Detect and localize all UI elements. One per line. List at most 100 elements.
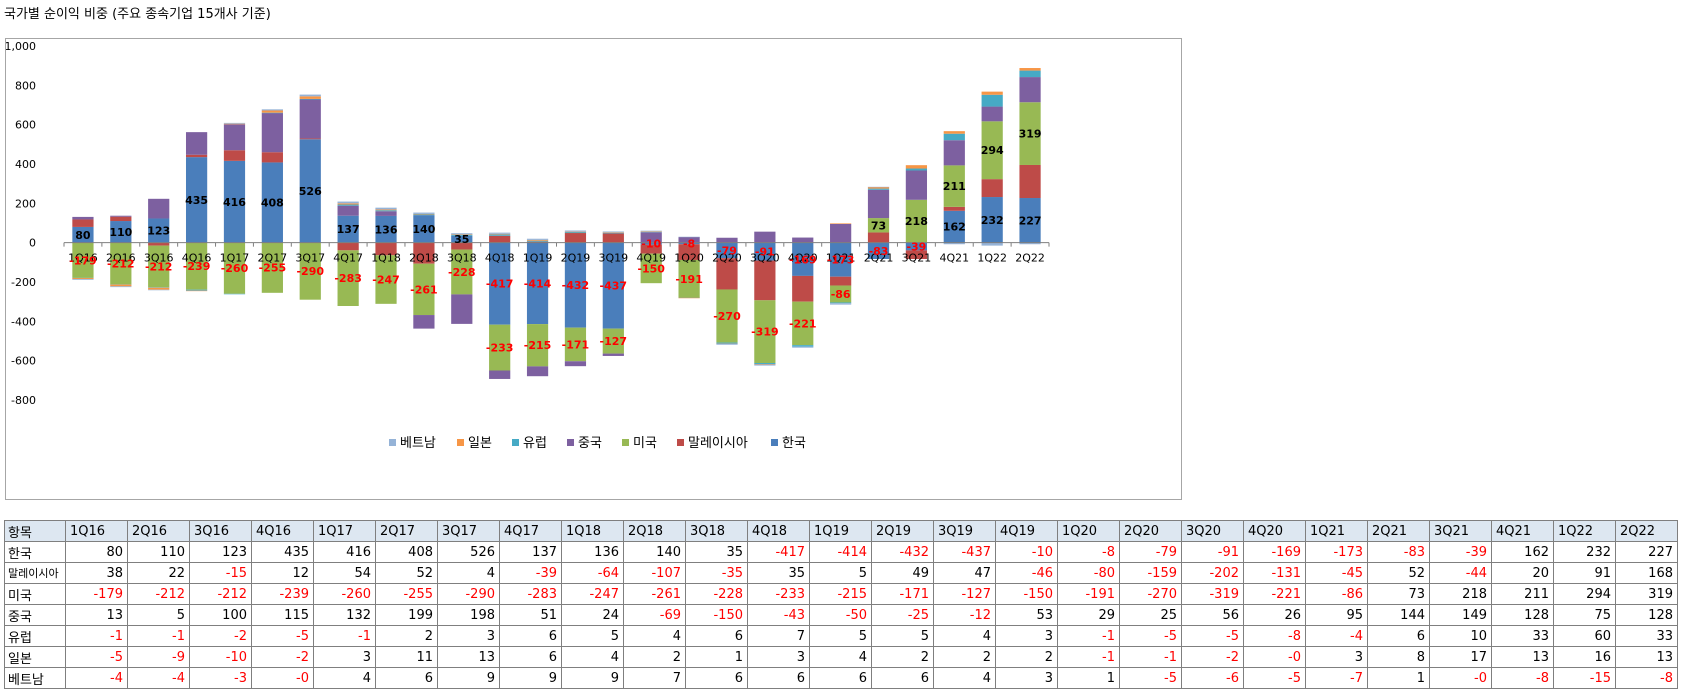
bar-미국-2Q20 xyxy=(716,289,738,343)
table-cell: 11 xyxy=(375,646,438,668)
bar-한국-4Q21 xyxy=(943,210,965,243)
table-cell: 435 xyxy=(251,541,314,563)
bar-중국-3Q20 xyxy=(754,231,776,243)
bar-일본-2Q17 xyxy=(261,110,283,113)
bar-유럽-2Q21 xyxy=(867,188,890,190)
data-label-한국: -39 xyxy=(906,241,926,254)
table-cell: -215 xyxy=(809,583,872,605)
table-cell: -4 xyxy=(127,667,190,689)
bar-일본-1Q17 xyxy=(223,123,246,125)
table-cell: 13 xyxy=(1615,646,1678,668)
table-cell: -179 xyxy=(65,583,128,605)
table-cell: -8 xyxy=(1615,667,1678,689)
table-cell: 49 xyxy=(871,562,934,584)
bar-미국-4Q16 xyxy=(185,242,208,290)
bar-유럽-3Q21 xyxy=(905,168,928,171)
table-cell: 149 xyxy=(1429,604,1492,626)
table-row: 미국 -179 -212 -212 -239 -260 -255 -290 -283 -247 -2… xyxy=(4,583,1678,605)
y-tick-label: 1,000 xyxy=(6,40,36,53)
bar-유럽-1Q22 xyxy=(981,94,1003,107)
x-tick-label: 1Q21 xyxy=(826,252,856,265)
table-cell: -432 xyxy=(871,541,934,563)
table-cell: 6 xyxy=(685,667,748,689)
table-cell: -173 xyxy=(1305,541,1368,563)
table-cell: -150 xyxy=(685,604,748,626)
bar-미국-3Q20 xyxy=(754,300,776,364)
bar-일본-3Q19 xyxy=(602,232,624,233)
bar-말레이시아-2Q18 xyxy=(413,242,435,264)
table-cell: 144 xyxy=(1367,604,1430,626)
table-cell: -39 xyxy=(499,562,562,584)
table-row-label: 베트남 xyxy=(4,667,66,689)
bar-유럽-4Q18 xyxy=(489,234,511,236)
bar-미국-4Q19 xyxy=(640,253,662,284)
table-cell: 7 xyxy=(623,667,686,689)
bar-말레이시아-1Q16 xyxy=(72,219,94,227)
table-cell: -39 xyxy=(1429,541,1492,563)
table-cell: -191 xyxy=(1057,583,1120,605)
bar-일본-1Q21 xyxy=(830,223,852,224)
table-cell: -43 xyxy=(747,604,810,626)
x-tick-label: 4Q20 xyxy=(788,252,818,265)
bar-유럽-3Q20 xyxy=(754,363,776,365)
table-cell: 52 xyxy=(1367,562,1430,584)
bar-유럽-4Q17 xyxy=(337,204,359,206)
table-cell: -437 xyxy=(933,541,996,563)
table-cell: 232 xyxy=(1553,541,1616,563)
bar-베트남-4Q19 xyxy=(640,230,662,232)
table-cell: 416 xyxy=(313,541,376,563)
bar-한국-1Q20 xyxy=(678,242,700,245)
table-header-cell: 2Q21 xyxy=(1367,520,1430,542)
bar-유럽-2Q18 xyxy=(413,214,435,216)
table-cell: -247 xyxy=(561,583,624,605)
bar-일본-2Q21 xyxy=(867,187,890,189)
bar-중국-3Q21 xyxy=(905,170,928,200)
table-row-label: 일본 xyxy=(4,646,66,668)
bar-베트남-2Q21 xyxy=(867,186,890,188)
table-cell: -5 xyxy=(1243,667,1306,689)
table-cell: -4 xyxy=(65,667,128,689)
bar-한국-3Q20 xyxy=(754,242,776,261)
table-header-cell: 4Q16 xyxy=(251,520,314,542)
bar-유럽-2Q17 xyxy=(261,112,283,114)
data-label-미국: -270 xyxy=(713,310,741,323)
table-cell: 115 xyxy=(251,604,314,626)
table-cell: 3 xyxy=(1305,646,1368,668)
table-row-label: 중국 xyxy=(4,604,66,626)
y-tick-label: 600 xyxy=(15,119,36,132)
table-cell: 2 xyxy=(375,625,438,647)
x-tick-label: 2Q20 xyxy=(712,252,742,265)
x-tick-label: 1Q17 xyxy=(220,252,250,265)
table-header-cell: 4Q18 xyxy=(747,520,810,542)
table-cell: -5 xyxy=(1119,625,1182,647)
x-tick-label: 4Q21 xyxy=(939,252,969,265)
bar-일본-2Q18 xyxy=(413,213,435,215)
table-header-cell: 4Q17 xyxy=(499,520,562,542)
table-cell: 38 xyxy=(65,562,128,584)
bar-베트남-1Q20 xyxy=(678,236,700,238)
bar-말레이시아-4Q21 xyxy=(943,206,965,211)
data-label-한국: -414 xyxy=(524,277,552,290)
x-tick-label: 4Q18 xyxy=(485,252,515,265)
table-cell: 91 xyxy=(1553,562,1616,584)
x-tick-label: 3Q21 xyxy=(902,252,932,265)
data-label-한국: 137 xyxy=(337,223,360,236)
table-cell: 140 xyxy=(623,541,686,563)
bar-한국-3Q16 xyxy=(148,218,170,243)
table-header-cell: 2Q19 xyxy=(871,520,934,542)
bar-일본-4Q21 xyxy=(943,131,965,134)
data-label-미국: 218 xyxy=(905,215,928,228)
table-cell: 6 xyxy=(499,646,562,668)
data-label-한국: 35 xyxy=(454,233,469,246)
bar-미국-2Q17 xyxy=(261,242,283,293)
table-cell: 5 xyxy=(871,625,934,647)
bar-한국-4Q16 xyxy=(185,157,208,243)
bar-유럽-4Q20 xyxy=(792,345,814,347)
table-cell: 13 xyxy=(437,646,500,668)
bar-일본-3Q16 xyxy=(148,287,170,290)
bar-베트남-1Q17 xyxy=(223,122,246,124)
table-row: 베트남 -4 -4 -3 -0 4 6 9 9 9 7 6 6 6 6 4 3 1 -5 -6 -5 -7 1 -0 -8 -15… xyxy=(4,667,1678,689)
bar-미국-1Q17 xyxy=(223,242,246,294)
table-cell: -1 xyxy=(1057,646,1120,668)
y-tick-label: -800 xyxy=(11,394,36,407)
